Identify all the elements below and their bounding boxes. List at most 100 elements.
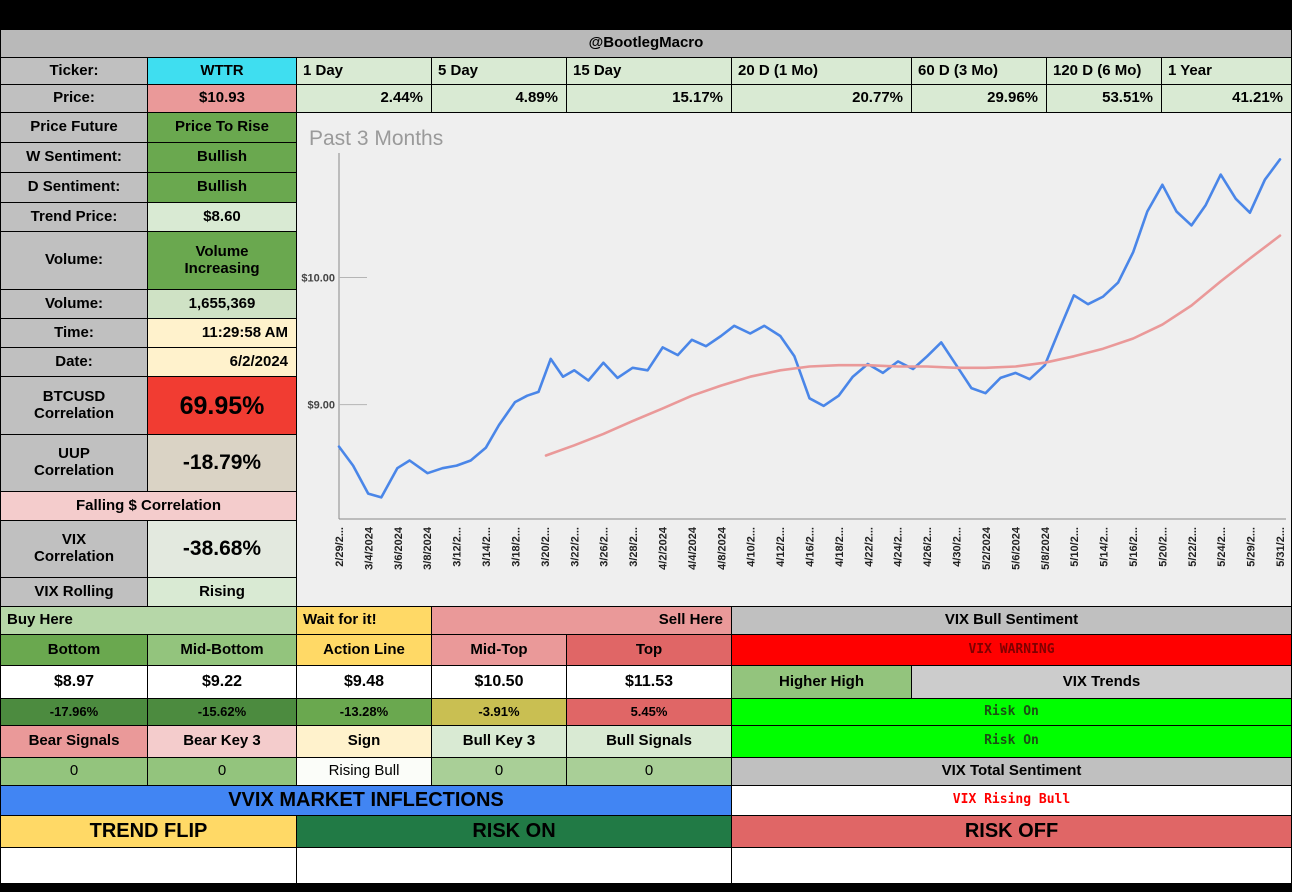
w-sentiment-value: Bullish <box>148 143 297 173</box>
ticker-label: Ticker: <box>0 58 148 85</box>
sign-value: Rising Bull <box>297 758 432 786</box>
svg-text:4/22/2...: 4/22/2... <box>863 527 875 567</box>
svg-text:$9.00: $9.00 <box>307 400 335 412</box>
svg-text:5/29/2...: 5/29/2... <box>1246 527 1258 567</box>
current-price-value: $10.93 <box>148 85 297 113</box>
vvix-market-inflections-banner: VVIX MARKET INFLECTIONS <box>0 786 732 816</box>
volume-value: 1,655,369 <box>148 290 297 319</box>
risk-on-banner: RISK ON <box>297 816 732 848</box>
level-mid-bottom-label: Mid-Bottom <box>148 635 297 666</box>
svg-text:5/8/2024: 5/8/2024 <box>1040 526 1052 570</box>
svg-text:5/24/2...: 5/24/2... <box>1216 527 1228 567</box>
volume-status-label: Volume: <box>0 232 148 290</box>
level-bottom-pct: -17.96% <box>0 699 148 726</box>
level-top-price: $11.53 <box>567 666 732 699</box>
svg-text:2/29/2...: 2/29/2... <box>334 527 346 567</box>
svg-text:5/16/2...: 5/16/2... <box>1128 527 1140 567</box>
vix-total-sentiment-header: VIX Total Sentiment <box>732 758 1292 786</box>
bull-key-label: Bull Key 3 <box>432 726 567 758</box>
bull-signals-value: 0 <box>567 758 732 786</box>
timeframe-header-5day: 5 Day <box>432 58 567 85</box>
svg-text:4/4/2024: 4/4/2024 <box>687 526 699 570</box>
timeframe-header-15day: 15 Day <box>567 58 732 85</box>
vix-rolling-label: VIX Rolling <box>0 578 148 607</box>
svg-text:3/26/2...: 3/26/2... <box>599 527 611 567</box>
level-top-pct: 5.45% <box>567 699 732 726</box>
timeframe-header-1year: 1 Year <box>1162 58 1292 85</box>
svg-text:4/2/2024: 4/2/2024 <box>657 526 669 570</box>
svg-text:3/8/2024: 3/8/2024 <box>422 526 434 570</box>
level-action-line-label: Action Line <box>297 635 432 666</box>
trend-price-label: Trend Price: <box>0 203 148 232</box>
svg-text:3/14/2...: 3/14/2... <box>481 527 493 567</box>
vix-trend-risk-on-2: Risk On <box>732 726 1292 758</box>
price-chart: $10.00 $9.00 2/29/2... 3/4/2024 3/6/2024 3/8/… <box>297 113 1292 607</box>
change-120d: 53.51% <box>1047 85 1162 113</box>
vix-trends-header: VIX Trends <box>912 666 1292 699</box>
change-1year: 41.21% <box>1162 85 1292 113</box>
bear-signals-value: 0 <box>0 758 148 786</box>
time-value: 11:29:58 AM <box>148 319 297 348</box>
timeframe-header-1day: 1 Day <box>297 58 432 85</box>
svg-text:3/22/2...: 3/22/2... <box>569 527 581 567</box>
change-20d: 20.77% <box>732 85 912 113</box>
price-label: Price: <box>0 85 148 113</box>
top-black-bar <box>0 0 1292 30</box>
bottom-black-bar <box>0 884 1292 892</box>
chart-title: Past 3 Months <box>309 127 444 150</box>
svg-text:4/8/2024: 4/8/2024 <box>716 526 728 570</box>
page-title: @BootlegMacro <box>0 30 1292 58</box>
price-future-value: Price To Rise <box>148 113 297 143</box>
vix-warning-banner: VIX WARNING <box>732 635 1292 666</box>
trend-price-value: $8.60 <box>148 203 297 232</box>
volume-status-value: Volume Increasing <box>148 232 297 290</box>
change-60d: 29.96% <box>912 85 1047 113</box>
svg-text:4/10/2...: 4/10/2... <box>746 527 758 567</box>
svg-text:5/20/2...: 5/20/2... <box>1157 527 1169 567</box>
level-mid-bottom-price: $9.22 <box>148 666 297 699</box>
bear-key-value: 0 <box>148 758 297 786</box>
bull-key-value: 0 <box>432 758 567 786</box>
timeframe-header-60d: 60 D (3 Mo) <box>912 58 1047 85</box>
time-label: Time: <box>0 319 148 348</box>
svg-text:$10.00: $10.00 <box>301 273 335 285</box>
vix-rolling-value: Rising <box>148 578 297 607</box>
svg-text:5/31/2...: 5/31/2... <box>1275 527 1287 567</box>
date-value: 6/2/2024 <box>148 348 297 377</box>
btc-correlation-label: BTCUSD Correlation <box>0 377 148 435</box>
level-top-label: Top <box>567 635 732 666</box>
empty-cell-right <box>732 848 1292 884</box>
level-action-line-price: $9.48 <box>297 666 432 699</box>
vix-bull-sentiment-header: VIX Bull Sentiment <box>732 607 1292 635</box>
empty-cell-left <box>0 848 297 884</box>
vix-correlation-label: VIX Correlation <box>0 521 148 578</box>
higher-high-cell: Higher High <box>732 666 912 699</box>
wait-for-it-header: Wait for it! <box>297 607 432 635</box>
svg-text:3/12/2...: 3/12/2... <box>452 527 464 567</box>
change-5day: 4.89% <box>432 85 567 113</box>
svg-text:4/12/2...: 4/12/2... <box>775 527 787 567</box>
bull-signals-label: Bull Signals <box>567 726 732 758</box>
svg-text:5/6/2024: 5/6/2024 <box>1010 526 1022 570</box>
svg-text:4/30/2...: 4/30/2... <box>952 527 964 567</box>
change-15day: 15.17% <box>567 85 732 113</box>
ticker-input-cell[interactable]: WTTR <box>148 58 297 85</box>
level-mid-top-pct: -3.91% <box>432 699 567 726</box>
svg-text:4/26/2...: 4/26/2... <box>922 527 934 567</box>
svg-text:5/14/2...: 5/14/2... <box>1099 527 1111 567</box>
change-1day: 2.44% <box>297 85 432 113</box>
svg-text:5/2/2024: 5/2/2024 <box>981 526 993 570</box>
falling-dollar-correlation: Falling $ Correlation <box>0 492 297 521</box>
level-mid-top-price: $10.50 <box>432 666 567 699</box>
uup-correlation-label: UUP Correlation <box>0 435 148 492</box>
svg-text:3/18/2...: 3/18/2... <box>510 527 522 567</box>
sign-label: Sign <box>297 726 432 758</box>
price-future-label: Price Future <box>0 113 148 143</box>
btc-correlation-value: 69.95% <box>148 377 297 435</box>
svg-text:4/16/2...: 4/16/2... <box>805 527 817 567</box>
vix-total-sentiment-value: VIX Rising Bull <box>732 786 1292 816</box>
level-mid-bottom-pct: -15.62% <box>148 699 297 726</box>
bear-key-label: Bear Key 3 <box>148 726 297 758</box>
svg-text:3/4/2024: 3/4/2024 <box>363 526 375 570</box>
level-bottom-price: $8.97 <box>0 666 148 699</box>
